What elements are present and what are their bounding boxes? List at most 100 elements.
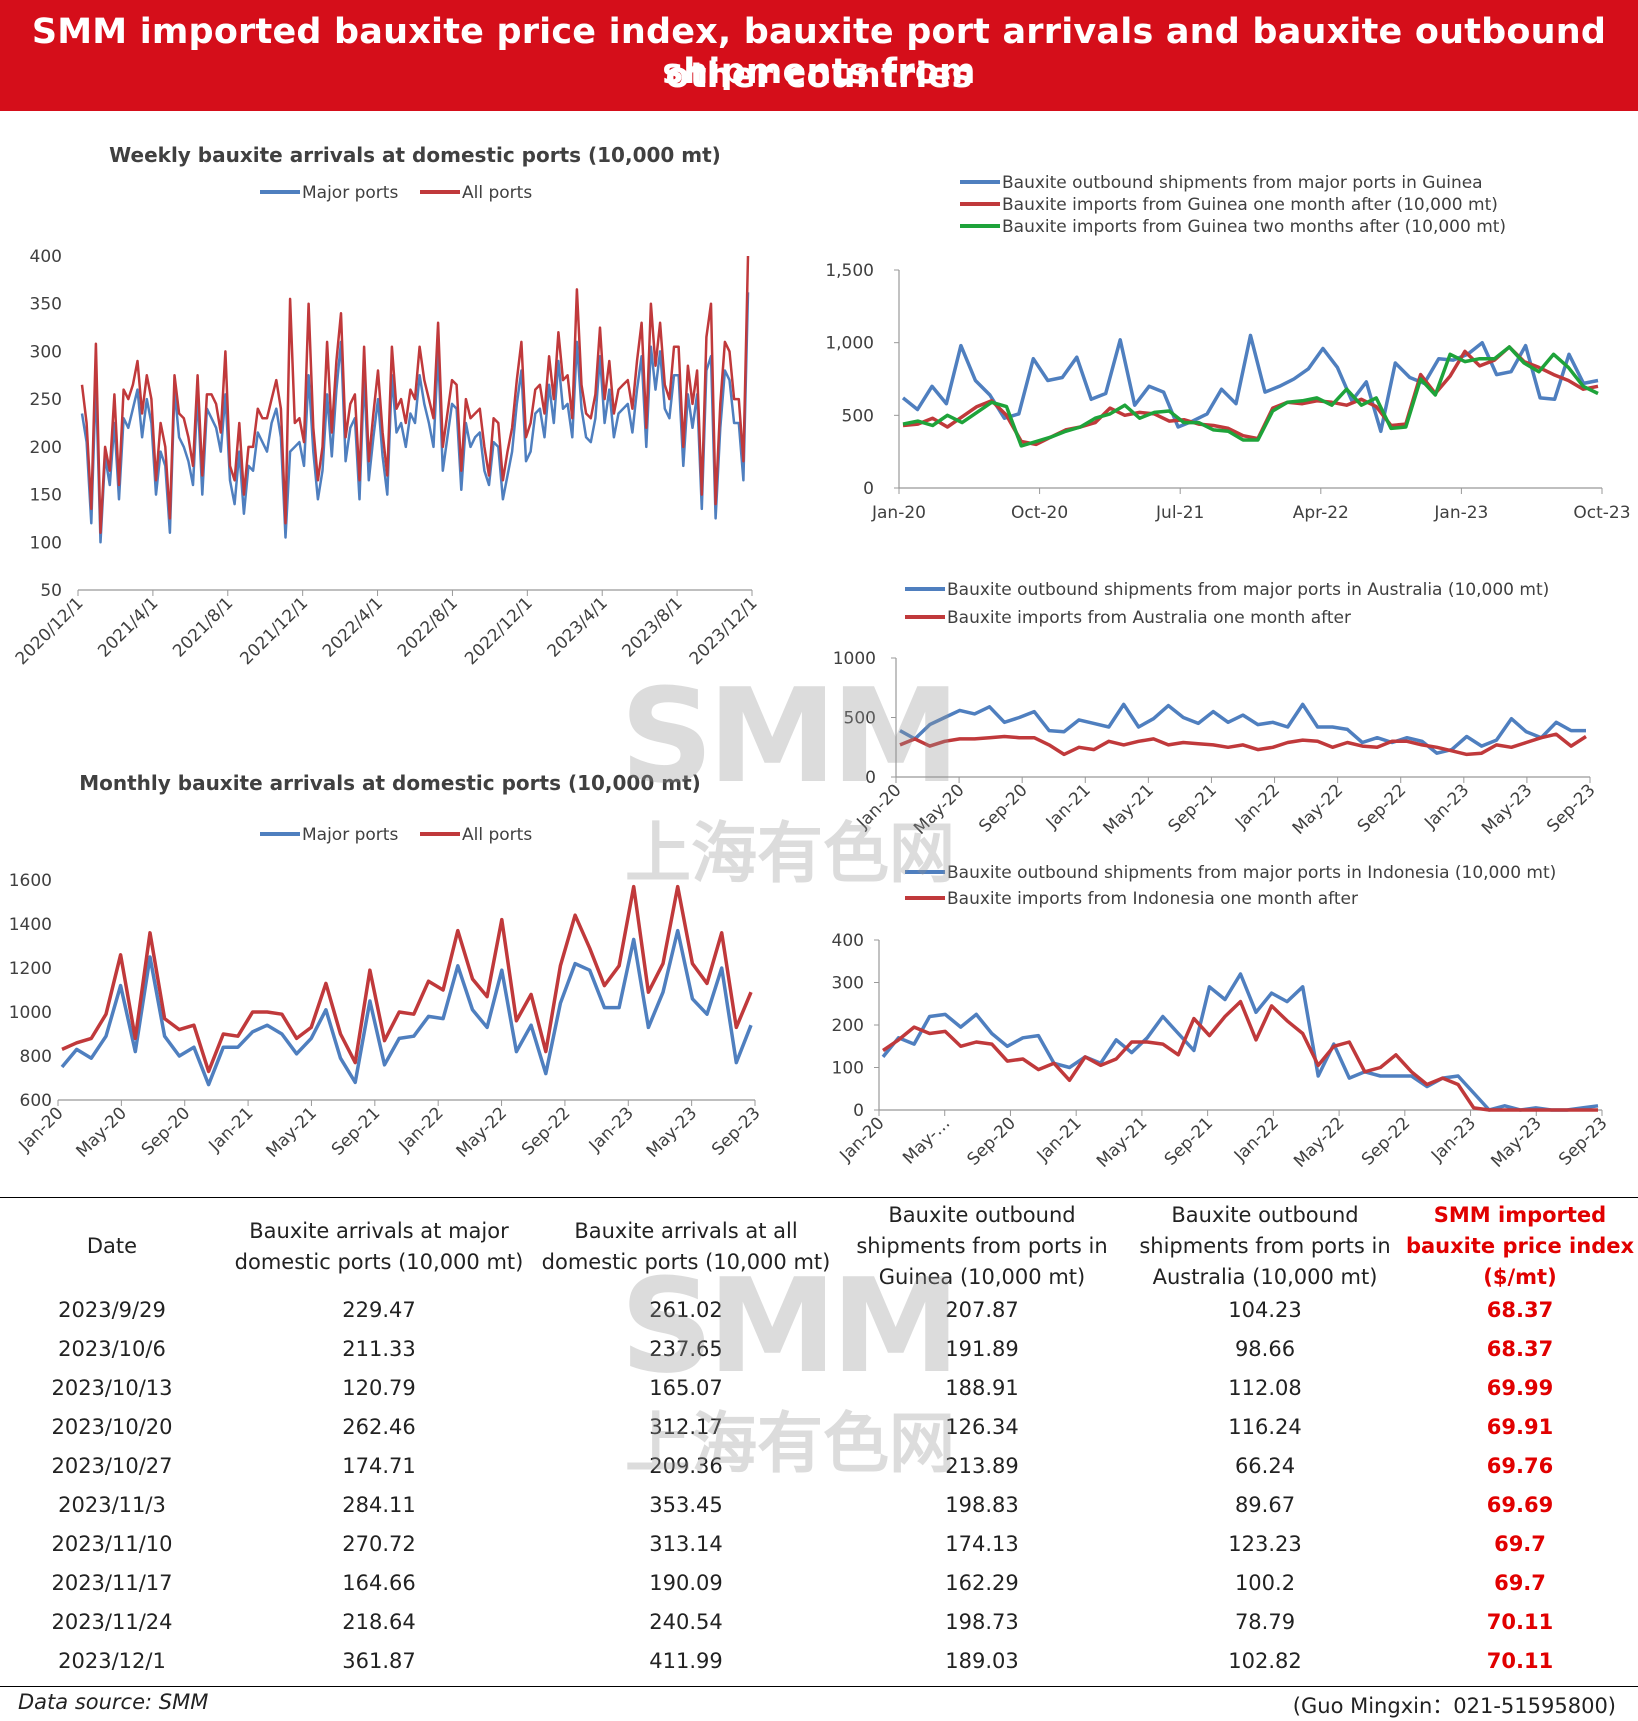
table-cell-index: 70.11: [1486, 1649, 1554, 1673]
x-tick-label: 2023/12/1: [686, 593, 762, 669]
chart-title: Weekly bauxite arrivals at domestic port…: [109, 143, 721, 167]
x-tick-label: Apr-22: [1293, 503, 1349, 523]
contact-info: (Guo Mingxin：021-51595800): [1292, 1694, 1616, 1718]
table-cell-index: 69.76: [1486, 1454, 1554, 1478]
table-cell-all: 190.09: [649, 1571, 723, 1595]
x-tick-label: May-…: [899, 1113, 954, 1168]
table-cell-date: 2023/10/6: [58, 1337, 166, 1361]
table-cell-index: 68.37: [1486, 1298, 1554, 1322]
y-tick-label: 1400: [9, 915, 52, 935]
x-tick-label: May-22: [1290, 1113, 1348, 1171]
x-tick-label: May-21: [1099, 780, 1157, 838]
x-tick-label: 2023/4/1: [544, 593, 612, 661]
chart-title: Monthly bauxite arrivals at domestic por…: [79, 771, 701, 795]
table-cell-guinea: 189.03: [945, 1649, 1019, 1673]
table-cell-major: 284.11: [342, 1493, 416, 1517]
table-header-index: ($/mt): [1483, 1265, 1557, 1289]
table-cell-date: 2023/11/10: [51, 1532, 173, 1556]
table-cell-guinea: 198.73: [945, 1610, 1019, 1634]
x-tick-label: Jan-22: [1230, 1113, 1283, 1166]
table-header-index: bauxite price index: [1405, 1234, 1635, 1258]
table-cell-index: 68.37: [1486, 1337, 1554, 1361]
series-line-2: [899, 732, 1587, 757]
x-tick-label: May-20: [910, 780, 968, 838]
page-title-line2: other countries: [665, 56, 973, 96]
x-tick-label: May-22: [453, 1103, 511, 1161]
y-tick-label: 200: [30, 438, 62, 458]
weekly-arrivals-chart: Weekly bauxite arrivals at domestic port…: [12, 143, 762, 669]
table-cell-all: 237.65: [649, 1337, 723, 1361]
y-tick-label: 200: [832, 1016, 864, 1036]
x-tick-label: May-23: [1478, 780, 1536, 838]
table-cell-major: 218.64: [342, 1610, 416, 1634]
header-banner: SMM imported bauxite price index, bauxit…: [0, 0, 1638, 111]
data-source: Data source: SMM: [18, 1690, 209, 1714]
table-header-australia: shipments from ports in: [1139, 1234, 1391, 1258]
legend-label: Bauxite imports from Guinea one month af…: [1002, 195, 1498, 215]
legend-label: All ports: [462, 825, 532, 845]
series-line-1: [881, 972, 1599, 1112]
table-cell-australia: 66.24: [1234, 1454, 1296, 1478]
y-tick-label: 0: [863, 479, 874, 499]
x-tick-label: Jan-20: [15, 1103, 68, 1156]
table-cell-all: 165.07: [649, 1376, 723, 1400]
series-line-2: [882, 999, 1598, 1112]
table-cell-index: 70.11: [1486, 1610, 1554, 1634]
table-header-date: Date: [86, 1234, 138, 1258]
legend-label: Major ports: [302, 825, 398, 845]
x-tick-label: 2023/8/1: [619, 593, 687, 661]
legend-label: Bauxite imports from Indonesia one month…: [947, 889, 1358, 909]
y-tick-label: 1200: [9, 959, 52, 979]
x-tick-label: Jan-20: [836, 1113, 889, 1166]
legend-label: Major ports: [302, 183, 398, 203]
y-tick-label: 800: [20, 1047, 52, 1067]
table-header-index: SMM imported: [1433, 1203, 1607, 1227]
table-header-all: domestic ports (10,000 mt): [541, 1249, 831, 1274]
table-cell-guinea: 188.91: [945, 1376, 1019, 1400]
x-tick-label: Jan-23: [1420, 780, 1473, 833]
y-tick-label: 300: [30, 342, 62, 362]
x-tick-label: Sep-23: [708, 1103, 764, 1159]
table-header-major: Bauxite arrivals at major: [249, 1218, 509, 1243]
series-line-1: [60, 928, 753, 1087]
table-cell-guinea: 198.83: [945, 1493, 1019, 1517]
table-header-guinea: shipments from ports in: [856, 1234, 1108, 1258]
x-tick-label: May-23: [1487, 1113, 1545, 1171]
table-cell-major: 229.47: [342, 1298, 416, 1322]
table-cell-australia: 78.79: [1234, 1610, 1296, 1634]
x-tick-label: May-23: [643, 1103, 701, 1161]
y-tick-label: 150: [30, 486, 62, 506]
x-tick-label: 2021/8/1: [169, 593, 237, 661]
table-cell-index: 69.99: [1486, 1376, 1554, 1400]
y-tick-label: 1,000: [825, 334, 874, 354]
x-tick-label: Jan-22: [395, 1103, 448, 1156]
table-cell-guinea: 174.13: [945, 1532, 1019, 1556]
y-tick-label: 250: [30, 390, 62, 410]
table-cell-australia: 123.23: [1228, 1532, 1302, 1556]
y-tick-label: 500: [842, 406, 874, 426]
table-cell-date: 2023/11/24: [51, 1610, 173, 1634]
table-cell-guinea: 162.29: [945, 1571, 1019, 1595]
table-header-major: domestic ports (10,000 mt): [234, 1249, 524, 1274]
y-tick-label: 1000: [9, 1003, 52, 1023]
y-tick-label: 500: [844, 709, 876, 729]
table-header-guinea: Guinea (10,000 mt): [878, 1265, 1086, 1289]
table-cell-australia: 116.24: [1228, 1415, 1302, 1439]
x-tick-label: Jan-20: [853, 780, 906, 833]
x-tick-label: Sep-21: [1165, 780, 1221, 836]
x-tick-label: May-21: [263, 1103, 321, 1161]
table-cell-date: 2023/11/3: [58, 1493, 166, 1517]
series-line-1: [80, 292, 750, 544]
x-tick-label: Sep-22: [1358, 1113, 1414, 1169]
series-line-2: [80, 255, 750, 534]
australia-shipments-chart: Bauxite outbound shipments from major po…: [833, 580, 1600, 839]
monthly-arrivals-chart: Monthly bauxite arrivals at domestic por…: [9, 771, 765, 1162]
legend-label: Bauxite outbound shipments from major po…: [1002, 173, 1483, 193]
series-line-3: [902, 345, 1599, 448]
table-cell-australia: 89.67: [1234, 1493, 1296, 1517]
x-tick-label: 2021/12/1: [236, 593, 312, 669]
x-tick-label: Sep-20: [975, 780, 1031, 836]
table-header-all: Bauxite arrivals at all: [574, 1218, 798, 1243]
x-tick-label: 2022/4/1: [319, 593, 387, 661]
y-tick-label: 0: [865, 768, 876, 788]
